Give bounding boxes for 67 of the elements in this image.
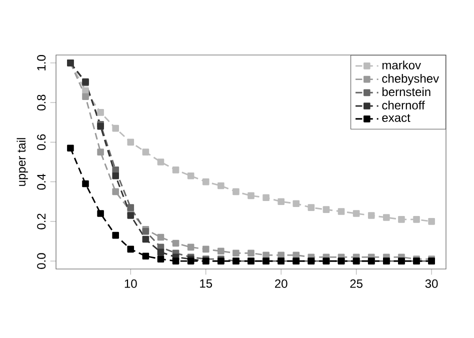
y-axis-title: upper tail [16,138,28,186]
y-tick-label: 0.8 [37,94,46,110]
point [278,252,284,259]
point [112,188,119,196]
point [127,204,134,211]
legend-label: chernoff [382,100,425,110]
point [187,244,194,251]
point [368,212,375,219]
point [112,124,119,132]
x-tick-label: 10 [124,279,137,288]
point [172,240,180,247]
point [127,246,134,253]
point [97,109,104,116]
point [322,206,330,213]
point [112,232,119,239]
y-tick-label: 0.4 [37,174,46,190]
x-tick-label: 15 [200,279,212,288]
point [82,93,89,100]
x-tick-label: 20 [275,279,288,288]
y-tick-label: 0.0 [37,253,46,269]
y-tick-label: 0.2 [37,214,46,230]
point [232,188,240,196]
point [292,252,300,259]
point [157,248,164,256]
point [127,212,134,219]
point [338,208,345,215]
point [248,192,254,200]
point [187,172,194,180]
point [142,252,150,260]
x-tick-label: 25 [350,279,362,288]
point [142,236,150,243]
y-tick-label: 0.6 [37,134,46,150]
point [142,148,150,156]
point [248,250,254,257]
point [112,166,119,174]
point [157,256,164,262]
x-tick-label: 30 [425,279,438,288]
point [428,218,435,225]
point [172,166,180,174]
point [262,194,270,202]
legend-label: exact [382,114,410,122]
point [97,210,104,217]
legend-label: chebyshev [382,74,440,86]
point [157,158,164,166]
point [218,248,224,255]
point [67,144,74,152]
y-tick-label: 1.0 [37,55,46,70]
point [352,210,360,217]
point [413,216,420,223]
point [292,200,300,207]
point [157,234,164,241]
point [262,252,270,259]
point [308,204,315,211]
point [82,180,89,188]
point [218,182,224,190]
point [202,246,210,253]
point [398,216,405,223]
point [127,138,134,146]
point [97,148,104,156]
point [172,258,180,264]
legend-label: bernstein [382,87,430,96]
point [232,250,240,257]
point [278,198,284,206]
point [202,178,210,186]
legend-label: markov [382,60,421,70]
point [112,172,119,180]
point [383,214,390,221]
